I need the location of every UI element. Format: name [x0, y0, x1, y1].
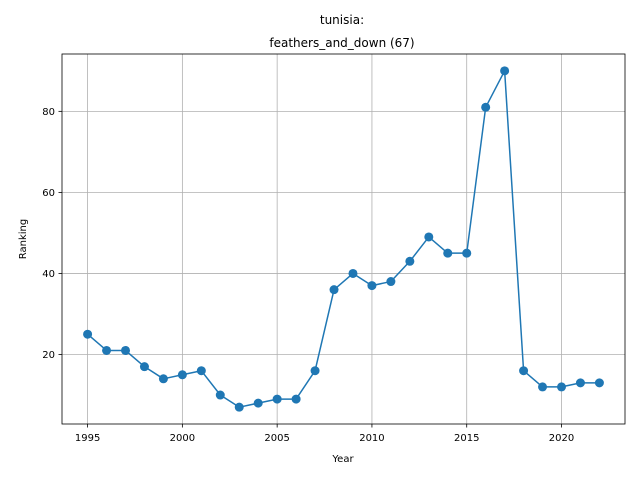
data-point-2009 [348, 268, 358, 278]
data-point-2004 [253, 398, 263, 408]
y-tick-label: 40 [42, 269, 55, 280]
data-point-2019 [538, 382, 548, 392]
data-point-2006 [291, 394, 301, 404]
data-point-2007 [310, 366, 320, 376]
data-point-1997 [121, 345, 130, 355]
grid-lines [62, 54, 625, 424]
chart-title-line-2: feathers_and_down (67) [269, 36, 414, 50]
data-point-2013 [424, 232, 434, 242]
data-point-2010 [367, 281, 377, 291]
data-point-2021 [575, 378, 585, 388]
chart-title-line-1: tunisia: [320, 13, 364, 27]
x-tick-label: 2000 [170, 433, 195, 444]
y-tick-label: 80 [42, 107, 55, 118]
data-point-2022 [594, 378, 604, 388]
data-point-2002 [215, 390, 225, 400]
data-point-2020 [557, 382, 566, 392]
y-tick-label: 20 [42, 350, 55, 361]
data-point-1999 [158, 374, 168, 384]
data-point-1996 [102, 345, 112, 355]
x-tick-label: 1995 [75, 433, 100, 444]
y-tick-label: 60 [42, 188, 55, 199]
data-point-1998 [139, 362, 149, 372]
data-series [83, 66, 604, 412]
data-point-2012 [405, 256, 415, 266]
series-line [87, 70, 600, 408]
x-tick-label: 2020 [549, 433, 574, 444]
data-point-2001 [196, 366, 206, 376]
x-tick-label: 2010 [359, 433, 384, 444]
data-point-2005 [272, 394, 282, 404]
x-tick-label: 2005 [264, 433, 289, 444]
data-point-1995 [83, 329, 93, 339]
data-point-2011 [386, 277, 396, 287]
plot-frame [61, 53, 626, 425]
data-point-2018 [519, 366, 529, 376]
y-axis-label: Ranking [18, 219, 29, 259]
data-point-2000 [177, 370, 187, 380]
data-point-2017 [500, 66, 510, 76]
x-axis-label: Year [331, 454, 354, 465]
data-point-2014 [443, 248, 453, 258]
data-point-2003 [234, 402, 244, 412]
data-point-2008 [329, 285, 339, 295]
data-point-2015 [462, 248, 472, 258]
data-point-2016 [481, 102, 491, 112]
x-tick-label: 2015 [454, 433, 479, 444]
